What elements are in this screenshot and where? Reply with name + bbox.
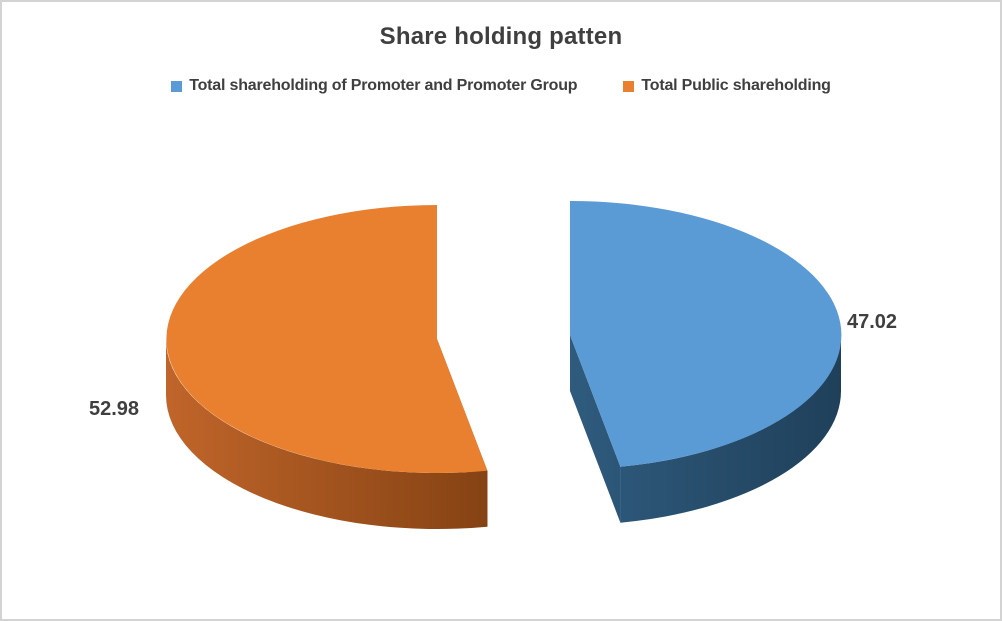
pie-slice-public-rim [166, 339, 488, 530]
pie-slice-promoter-cut-face [570, 335, 621, 523]
pie-slice-promoter-rim [620, 335, 842, 523]
pie-slice-public-top [166, 205, 488, 473]
legend-item-promoter-group: Total shareholding of Promoter and Promo… [171, 77, 578, 95]
chart-legend: Total shareholding of Promoter and Promo… [2, 77, 1000, 95]
data-label-public: 52.98 [89, 398, 140, 420]
pie-slice-promoter-top [570, 200, 842, 467]
legend-marker-public-icon [623, 80, 635, 92]
legend-item-public: Total Public shareholding [623, 77, 831, 95]
chart-title: Share holding patten [379, 23, 623, 50]
legend-marker-promoter-icon [171, 80, 183, 92]
legend-label-public: Total Public shareholding [641, 77, 831, 94]
data-label-promoter: 47.02 [847, 311, 898, 333]
legend-label-promoter-group: Total shareholding of Promoter and Promo… [189, 77, 578, 94]
